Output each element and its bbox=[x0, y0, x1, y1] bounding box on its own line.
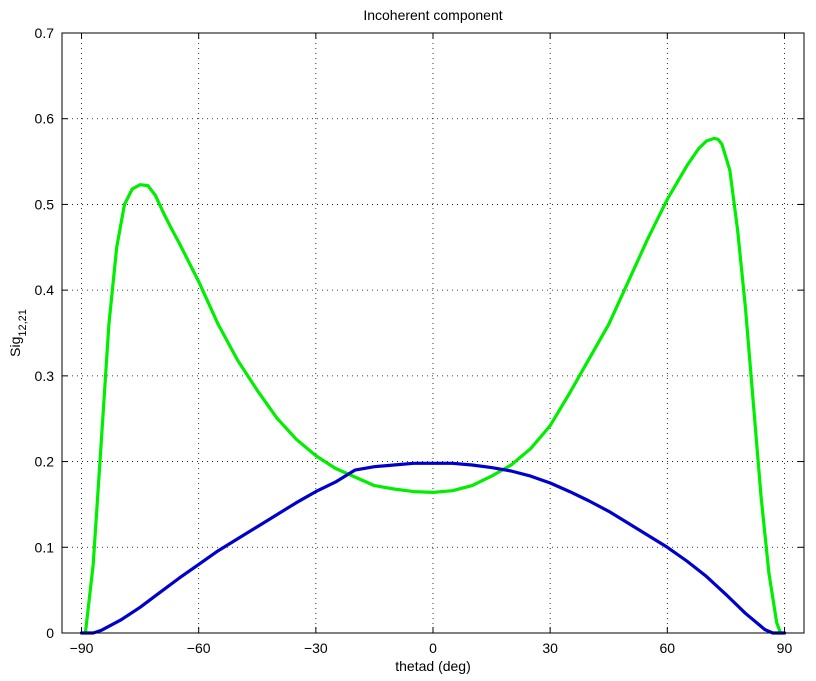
y-tick-label: 0.4 bbox=[35, 282, 55, 298]
y-axis-label-subscript: 12,21 bbox=[17, 309, 29, 337]
x-tick-label: −90 bbox=[70, 640, 94, 656]
x-axis-label: thetad (deg) bbox=[395, 658, 471, 674]
series-line-1 bbox=[83, 136, 783, 635]
x-tick-label: 0 bbox=[429, 640, 437, 656]
ticks: −90 −60 −30 0 30 60 90 0 0.1 0.2 0.3 0.4 0.5 0.6 0.7 bbox=[35, 25, 804, 656]
x-tick-label: −30 bbox=[304, 640, 328, 656]
y-tick-label: 0.6 bbox=[35, 111, 55, 127]
y-tick-label: 0 bbox=[46, 625, 54, 641]
y-tick-label: 0.3 bbox=[35, 368, 55, 384]
y-tick-label: 0.5 bbox=[35, 196, 55, 212]
chart-title: Incoherent component bbox=[363, 7, 502, 23]
y-axis-label-main: Sig bbox=[7, 337, 23, 357]
y-axis-label: Sig12,21 bbox=[7, 309, 29, 357]
series-layer bbox=[79, 136, 787, 635]
y-tick-label: 0.1 bbox=[35, 539, 55, 555]
y-tick-label: 0.2 bbox=[35, 454, 55, 470]
x-tick-label: 90 bbox=[777, 640, 793, 656]
x-tick-label: 60 bbox=[660, 640, 676, 656]
y-tick-label: 0.7 bbox=[35, 25, 55, 41]
x-tick-label: 30 bbox=[542, 640, 558, 656]
series-line-2 bbox=[79, 461, 787, 635]
grid bbox=[62, 32, 804, 634]
x-tick-label: −60 bbox=[187, 640, 211, 656]
